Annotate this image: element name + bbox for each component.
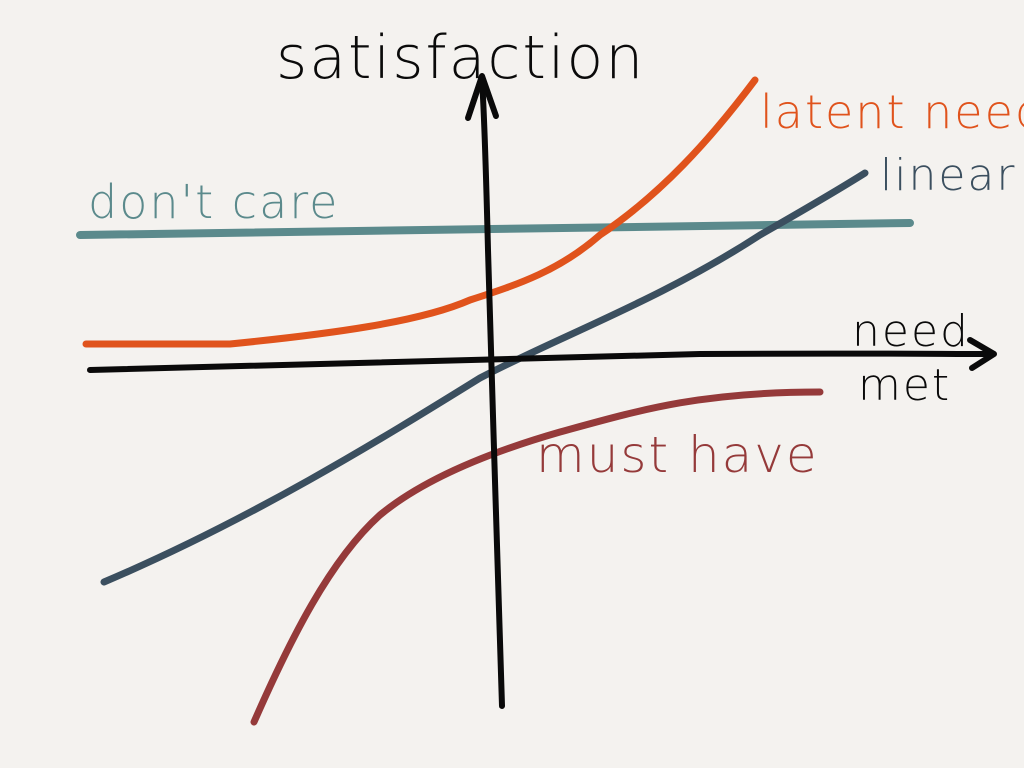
latent-need-curve (82, 76, 759, 348)
linear-curve (100, 169, 869, 586)
dont-care-label: don't care (88, 175, 339, 229)
must-have-label: must have (536, 426, 819, 484)
latent-need-label: latent need (760, 85, 1024, 139)
x-axis (87, 350, 993, 373)
linear-label: linear (880, 150, 1016, 201)
x-axis-label-met: met (858, 360, 951, 411)
y-axis-arrowhead (465, 73, 499, 121)
y-axis-label: satisfaction (276, 23, 645, 93)
must-have-curve (250, 388, 824, 726)
x-axis-label-need: need (852, 306, 970, 357)
x-axis-arrowhead (967, 337, 997, 371)
y-axis (479, 77, 505, 709)
